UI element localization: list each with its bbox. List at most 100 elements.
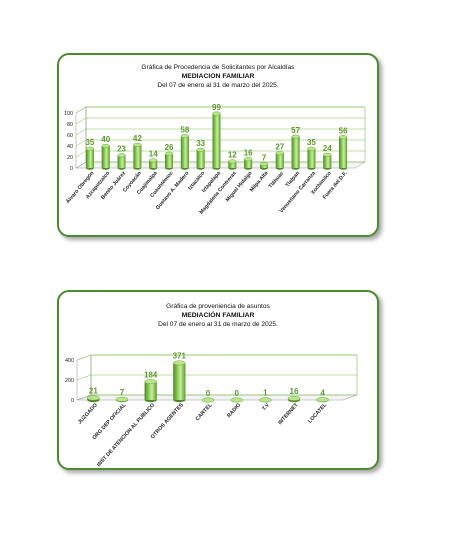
bar-body-front bbox=[101, 146, 110, 168]
y-tick-label: 100 bbox=[64, 111, 73, 117]
y-tick-label: 0 bbox=[71, 398, 74, 404]
bar bbox=[201, 397, 215, 403]
data-label: 7 bbox=[120, 388, 125, 397]
data-label: 1 bbox=[263, 389, 268, 398]
bar bbox=[323, 152, 332, 170]
bar bbox=[307, 146, 316, 170]
data-label: 371 bbox=[173, 352, 187, 361]
bar bbox=[259, 397, 272, 403]
bar bbox=[338, 135, 348, 170]
data-label: 16 bbox=[290, 387, 299, 396]
data-label: 42 bbox=[133, 134, 142, 143]
bar bbox=[144, 379, 157, 403]
bar-body-front bbox=[244, 159, 253, 168]
data-label: 99 bbox=[212, 103, 221, 112]
data-label: 23 bbox=[117, 145, 126, 154]
bar bbox=[149, 158, 158, 170]
y-tick-label: 40 bbox=[67, 144, 73, 150]
bar bbox=[275, 151, 284, 170]
category-label: CARTEL bbox=[195, 402, 214, 423]
gridline bbox=[75, 128, 365, 136]
chart-back-wall bbox=[85, 106, 366, 163]
data-label: 40 bbox=[101, 135, 110, 144]
y-tick-label: 200 bbox=[65, 378, 74, 384]
bar-top bbox=[180, 134, 190, 139]
bar-body-front bbox=[149, 160, 158, 168]
bar-body-front bbox=[323, 154, 332, 168]
bar bbox=[115, 396, 129, 403]
category-label: INST DE ATENCION AL PUBLICO bbox=[96, 402, 156, 468]
bar bbox=[287, 396, 301, 403]
data-label: 16 bbox=[244, 148, 253, 157]
bar-top bbox=[259, 162, 269, 167]
data-label: 4 bbox=[320, 388, 325, 397]
chart-date-range: Del 07 de enero al 31 de marzo del 2025. bbox=[157, 82, 279, 89]
category-label: JUZGADO bbox=[77, 402, 99, 425]
data-label: 58 bbox=[180, 125, 189, 134]
category-label: T.V bbox=[261, 402, 271, 412]
bar bbox=[164, 151, 174, 170]
bar-body-front bbox=[212, 113, 221, 168]
chart-date-range: Del 07 de enero al 31 de marzo de 2025. bbox=[158, 321, 278, 328]
bar bbox=[85, 146, 95, 170]
bar bbox=[173, 360, 186, 403]
bar-top bbox=[201, 397, 215, 403]
chart-subtitle: MEDIACION FAMILIAR bbox=[181, 73, 255, 80]
bar-body-front bbox=[196, 149, 205, 168]
bar bbox=[228, 159, 237, 170]
bar bbox=[196, 147, 205, 170]
gridline bbox=[75, 117, 365, 125]
chart-title: Gráfica de proveniencia de asuntos bbox=[166, 303, 270, 310]
bar-body-front bbox=[165, 153, 173, 168]
data-label: 35 bbox=[307, 138, 316, 147]
y-tick-label: 80 bbox=[67, 122, 73, 128]
data-label: 27 bbox=[275, 142, 284, 151]
bar-body-front bbox=[228, 161, 237, 168]
bar bbox=[291, 134, 300, 170]
data-label: 24 bbox=[323, 144, 332, 153]
bar-top bbox=[85, 146, 95, 151]
bar bbox=[243, 157, 253, 170]
gridline bbox=[75, 106, 365, 114]
data-label: 21 bbox=[89, 387, 98, 396]
data-label: 35 bbox=[85, 138, 94, 147]
bar bbox=[117, 153, 126, 170]
chart-panel-alcaldias: Gráfica de Procedencia de Solicitantes p… bbox=[57, 53, 379, 237]
bar-body-front bbox=[180, 136, 189, 168]
gridline bbox=[75, 139, 365, 147]
bar-top bbox=[117, 153, 126, 158]
gridline bbox=[76, 374, 357, 381]
bar bbox=[316, 397, 329, 403]
bar-top bbox=[338, 135, 348, 140]
bar-top bbox=[307, 146, 316, 151]
data-label: 0 bbox=[206, 389, 211, 398]
bar bbox=[180, 134, 190, 170]
category-label: RADIO bbox=[226, 402, 242, 419]
bar bbox=[101, 143, 110, 170]
bar-body-front bbox=[133, 144, 142, 168]
bar-body-front bbox=[291, 136, 300, 168]
bar-top bbox=[144, 379, 157, 385]
bar-top bbox=[275, 151, 284, 156]
data-label: 12 bbox=[228, 151, 237, 160]
bar-body-front bbox=[117, 155, 126, 168]
chart-panel-asuntos: Gráfica de proveniencia de asuntos MEDIA… bbox=[57, 290, 379, 470]
category-label: LOCATEL bbox=[307, 402, 328, 425]
bar-top bbox=[316, 397, 329, 403]
bar-top bbox=[287, 396, 301, 401]
data-label: 184 bbox=[144, 370, 158, 379]
category-label: OTROS AGENTES bbox=[150, 402, 185, 440]
bar-body-front bbox=[144, 381, 157, 400]
bar bbox=[230, 397, 243, 403]
data-label: 33 bbox=[196, 139, 205, 148]
category-label: Tláhuac bbox=[268, 170, 285, 189]
bar-top bbox=[230, 397, 243, 403]
bar-top bbox=[164, 151, 174, 156]
bar-top bbox=[115, 396, 129, 402]
bar-top bbox=[323, 152, 332, 157]
gridline bbox=[76, 354, 357, 361]
bar-top bbox=[101, 143, 110, 148]
bar-body-front bbox=[85, 148, 94, 168]
bar-top bbox=[259, 397, 272, 403]
